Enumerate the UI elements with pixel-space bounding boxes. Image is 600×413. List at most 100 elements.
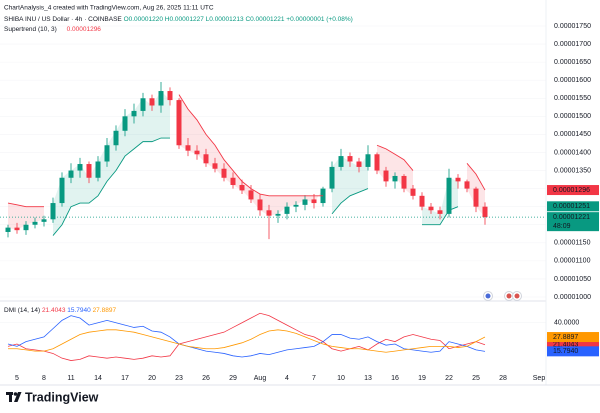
candle-body bbox=[257, 199, 263, 211]
x-tick-label: 29 bbox=[229, 375, 237, 382]
label-layer: 0.00001750 0.00001700 0.00001650 0.00001600… bbox=[15, 23, 599, 382]
price-box-label: 0.00001221 bbox=[553, 214, 590, 221]
y-tick-label: 0.00001000 bbox=[554, 294, 591, 301]
candle-body bbox=[428, 206, 434, 211]
symbol: SHIBA INU / US Dollar · 4h · COINBASE bbox=[4, 16, 122, 23]
supertrend-fill bbox=[53, 91, 170, 236]
x-tick-label: 26 bbox=[202, 375, 210, 382]
candle-body bbox=[284, 206, 290, 214]
plot-layer bbox=[0, 25, 546, 361]
candle-body bbox=[95, 161, 101, 178]
dmi-adx-value: 27.8897 bbox=[93, 307, 117, 314]
candle-body bbox=[419, 195, 425, 207]
candle-body bbox=[437, 210, 443, 214]
symbol-line: SHIBA INU / US Dollar · 4h · COINBASE O0… bbox=[4, 16, 353, 23]
price-box bbox=[547, 339, 599, 350]
candle-body bbox=[365, 154, 371, 167]
price-box bbox=[547, 201, 599, 212]
ohlc-change: +0.00000001 (+0.08%) bbox=[286, 16, 353, 23]
candle-body bbox=[329, 166, 335, 189]
y-tick-label: 0.00001050 bbox=[554, 276, 591, 283]
candle-body bbox=[293, 204, 299, 207]
candle-body bbox=[383, 170, 389, 182]
logo-stem bbox=[9, 392, 12, 402]
x-tick-label: 22 bbox=[445, 375, 453, 382]
x-tick-label: 16 bbox=[391, 375, 399, 382]
price-box bbox=[547, 346, 599, 357]
candle-body bbox=[410, 188, 416, 196]
dmi-line bbox=[7, 312, 486, 361]
candle-body bbox=[464, 181, 470, 189]
price-box bbox=[547, 332, 599, 343]
dmi-legend: DMI (14, 14) 21.4043 15.7940 27.8897 bbox=[4, 307, 116, 314]
x-tick-label: 13 bbox=[364, 375, 372, 382]
candle-body bbox=[104, 145, 110, 162]
candle-body bbox=[23, 224, 29, 231]
ohlc-open: O0.00001220 bbox=[124, 16, 164, 23]
x-tick-label: 20 bbox=[148, 375, 156, 382]
logo-dot bbox=[13, 392, 18, 396]
x-tick-label: 4 bbox=[285, 375, 289, 382]
candle-body bbox=[77, 164, 83, 171]
y-tick-label: 40.0000 bbox=[554, 320, 579, 327]
y-tick-label: 0.00001600 bbox=[554, 77, 591, 84]
candle-body bbox=[185, 145, 191, 151]
candle-body bbox=[239, 184, 245, 191]
price-box-label: 27.8897 bbox=[553, 334, 578, 341]
supertrend-line bbox=[52, 137, 170, 236]
candle-body bbox=[401, 175, 407, 189]
x-tick-label: 28 bbox=[499, 375, 507, 382]
y-tick-label: 0.00001100 bbox=[554, 258, 591, 265]
candle-body bbox=[194, 150, 200, 155]
event-icons bbox=[483, 291, 522, 301]
candle-body bbox=[473, 188, 479, 207]
y-tick-label: 0.00001750 bbox=[554, 23, 591, 30]
logo-slash bbox=[14, 392, 22, 402]
candle-body bbox=[149, 98, 155, 106]
candle-body bbox=[203, 154, 209, 164]
y-tick-label: 0.00001400 bbox=[554, 149, 591, 156]
candle-body bbox=[131, 110, 137, 117]
candle-body bbox=[158, 91, 164, 106]
event-icon bbox=[514, 293, 520, 299]
price-box-label: 0.00001251 bbox=[553, 203, 590, 210]
price-box-label: 0.00001296 bbox=[553, 187, 590, 194]
candle-body bbox=[374, 154, 380, 171]
y-tick-label: 0.00001350 bbox=[554, 167, 591, 174]
x-tick-label: Sep bbox=[533, 375, 546, 382]
brand: TradingView bbox=[25, 390, 99, 404]
candle-body bbox=[356, 161, 362, 167]
x-tick-label: 5 bbox=[15, 375, 19, 382]
y-tick-label: 0.00001450 bbox=[554, 131, 591, 138]
candle-body bbox=[176, 100, 182, 146]
candle-body bbox=[266, 210, 272, 216]
candle-body bbox=[302, 199, 308, 205]
logo bbox=[6, 392, 22, 402]
candle-body bbox=[14, 227, 20, 231]
y-tick-label: 0.00001650 bbox=[554, 59, 591, 66]
candle-body bbox=[338, 156, 344, 167]
candle-body bbox=[50, 203, 56, 220]
price-box-label: 15.7940 bbox=[553, 348, 578, 355]
ohlc-high: H0.00001227 bbox=[165, 16, 204, 23]
supertrend-line bbox=[178, 94, 323, 197]
y-tick-label: 0.00001700 bbox=[554, 41, 591, 48]
candle-body bbox=[41, 219, 47, 222]
candle-body bbox=[455, 177, 461, 182]
candle-body bbox=[68, 170, 74, 178]
x-tick-label: 14 bbox=[94, 375, 102, 382]
candle-body bbox=[446, 177, 452, 214]
x-tick-label: 17 bbox=[121, 375, 129, 382]
dmi-plus-value: 15.7940 bbox=[67, 307, 91, 314]
dmi-line bbox=[7, 315, 486, 358]
candle-body bbox=[392, 175, 398, 182]
candle-body bbox=[248, 190, 254, 200]
y-tick-label: 0.00001150 bbox=[554, 240, 591, 247]
supertrend-label: Supertrend (10, 3) bbox=[4, 26, 57, 33]
supertrend-line bbox=[331, 188, 369, 215]
x-tick-label: 23 bbox=[175, 375, 183, 382]
y-tick-label: 0.00001550 bbox=[554, 95, 591, 102]
candle-body bbox=[140, 98, 146, 111]
